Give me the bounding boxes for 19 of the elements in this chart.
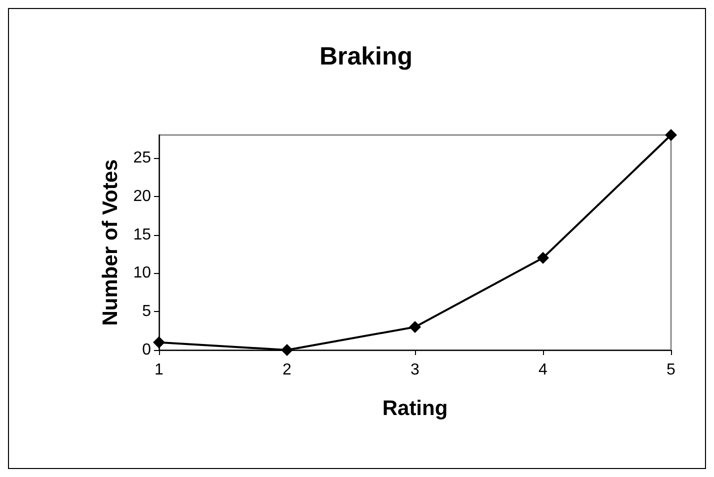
point bbox=[537, 252, 549, 264]
point bbox=[665, 129, 677, 141]
y-tick-label: 20 bbox=[133, 188, 152, 205]
y-tick-label: 5 bbox=[142, 303, 152, 320]
x-tick-label: 3 bbox=[410, 362, 420, 378]
x-tick-label: 5 bbox=[666, 362, 676, 378]
x-tick-label: 2 bbox=[282, 362, 292, 378]
y-tick-label: 10 bbox=[133, 264, 152, 282]
x-axis-title: Rating bbox=[382, 397, 448, 420]
y-tick-label: 0 bbox=[142, 342, 152, 358]
x-tick-label: 4 bbox=[538, 362, 548, 378]
y-tick-label: 25 bbox=[133, 150, 152, 167]
chart-title: Braking bbox=[319, 42, 413, 70]
point bbox=[281, 344, 293, 356]
point bbox=[409, 320, 421, 333]
x-tick-label: 1 bbox=[154, 362, 164, 378]
y-tick-label: 15 bbox=[133, 226, 152, 244]
point bbox=[153, 336, 165, 348]
y-axis-title: Number of Votes bbox=[99, 159, 122, 326]
